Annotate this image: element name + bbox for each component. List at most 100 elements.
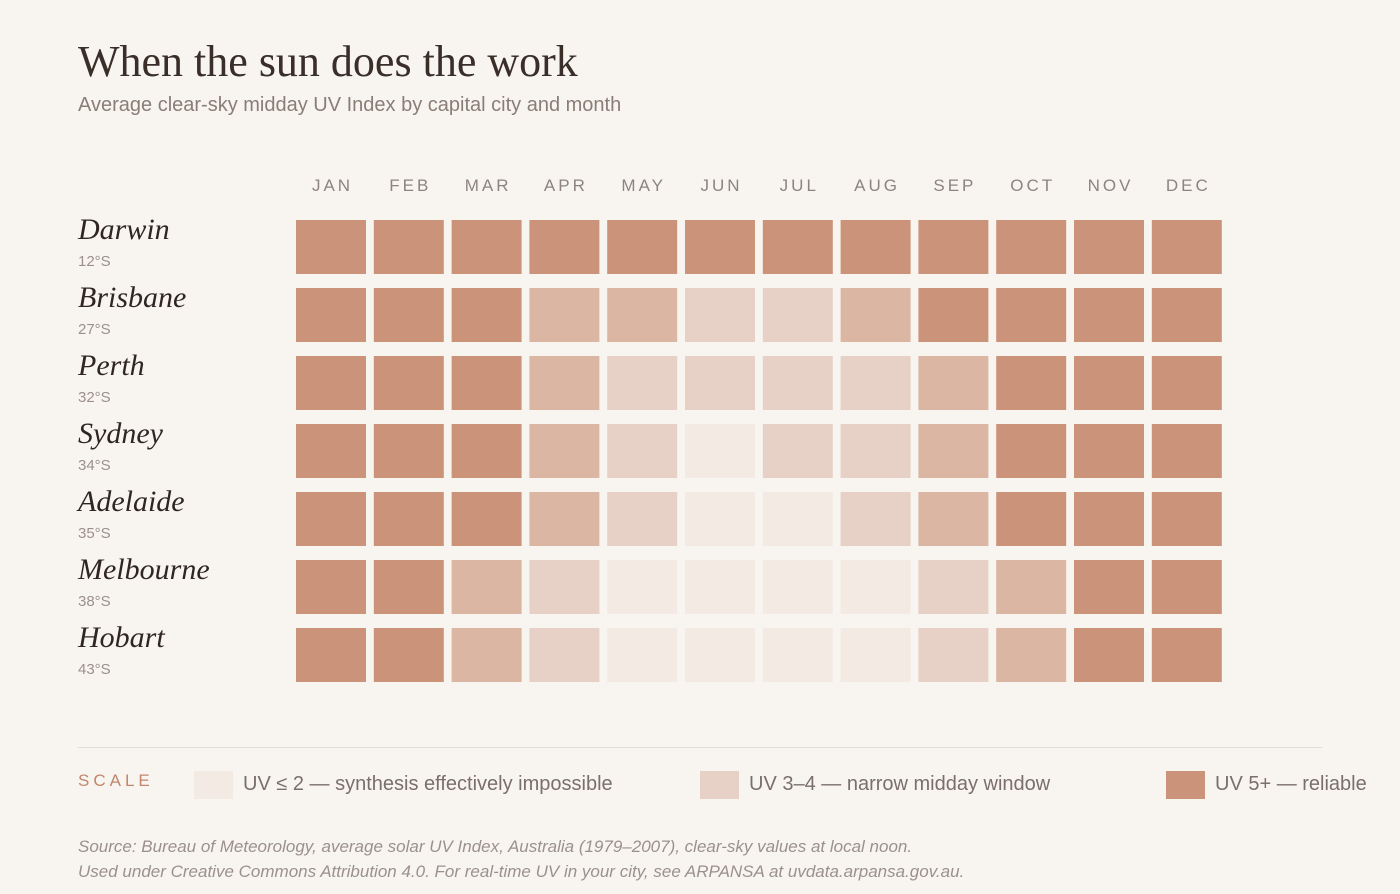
city-name-perth: Perth — [77, 349, 145, 382]
city-latitude-melbourne: 38°S — [78, 593, 111, 610]
city-latitude-adelaide: 35°S — [78, 525, 111, 542]
heatmap-cell-hobart-jul — [762, 628, 833, 682]
heatmap-cell-darwin-aug — [840, 220, 911, 274]
heatmap-cell-adelaide-dec — [1151, 492, 1222, 546]
heatmap-cell-perth-may — [607, 356, 678, 410]
heatmap-cell-perth-dec — [1151, 356, 1222, 410]
heatmap-cell-brisbane-mar — [451, 288, 522, 342]
heatmap-cell-perth-aug — [840, 356, 911, 410]
legend-label-low: UV ≤ 2 — synthesis effectively impossibl… — [243, 773, 613, 795]
heatmap-cell-brisbane-aug — [840, 288, 911, 342]
source-line-2: Used under Creative Commons Attribution … — [78, 862, 965, 881]
heatmap-cell-brisbane-sep — [918, 288, 989, 342]
heatmap-cell-sydney-feb — [373, 424, 444, 478]
heatmap-cell-melbourne-jan — [296, 560, 366, 614]
chart-subtitle: Average clear-sky midday UV Index by cap… — [78, 94, 622, 116]
heatmap-cell-sydney-dec — [1151, 424, 1222, 478]
legend-label-high: UV 5+ — reliable — [1215, 773, 1367, 795]
heatmap-cell-melbourne-dec — [1151, 560, 1222, 614]
month-label-jul: JUL — [780, 176, 819, 195]
month-label-may: MAY — [621, 176, 666, 195]
heatmap-cell-brisbane-jul — [762, 288, 833, 342]
heatmap-cell-darwin-dec — [1151, 220, 1222, 274]
heatmap-cell-sydney-mar — [451, 424, 522, 478]
legend-swatch-mid — [700, 771, 739, 799]
heatmap-cell-melbourne-oct — [996, 560, 1067, 614]
heatmap-cell-perth-jan — [296, 356, 366, 410]
heatmap-cell-brisbane-nov — [1074, 288, 1144, 342]
heatmap-cell-adelaide-mar — [451, 492, 522, 546]
heatmap-cell-sydney-nov — [1074, 424, 1144, 478]
heatmap-cell-darwin-jul — [762, 220, 833, 274]
heatmap-cell-melbourne-nov — [1074, 560, 1144, 614]
heatmap-cell-perth-jun — [685, 356, 755, 410]
uv-heatmap: JAN FEB MAR APR MAY JUN JUL AUG SEP OCT NOV DEC Darw… — [76, 176, 1222, 682]
heatmap-cell-hobart-feb — [373, 628, 444, 682]
month-label-nov: NOV — [1088, 176, 1134, 195]
heatmap-cell-hobart-jan — [296, 628, 366, 682]
heatmap-cell-sydney-jul — [762, 424, 833, 478]
heatmap-cell-adelaide-jun — [685, 492, 755, 546]
heatmap-cell-adelaide-oct — [996, 492, 1067, 546]
city-name-sydney: Sydney — [78, 417, 164, 450]
heatmap-cell-sydney-aug — [840, 424, 911, 478]
heatmap-cell-sydney-oct — [996, 424, 1067, 478]
city-name-darwin: Darwin — [77, 213, 170, 246]
city-name-melbourne: Melbourne — [77, 553, 210, 586]
city-name-adelaide: Adelaide — [76, 485, 185, 518]
heatmap-cell-adelaide-jan — [296, 492, 366, 546]
heatmap-cell-adelaide-apr — [529, 492, 600, 546]
heatmap-cell-brisbane-apr — [529, 288, 600, 342]
heatmap-cell-darwin-jan — [296, 220, 366, 274]
heatmap-cell-darwin-jun — [685, 220, 755, 274]
heatmap-cell-sydney-jun — [685, 424, 755, 478]
city-latitude-sydney: 34°S — [78, 457, 111, 474]
heatmap-cell-perth-oct — [996, 356, 1067, 410]
city-latitude-darwin: 12°S — [78, 253, 111, 270]
month-label-mar: MAR — [465, 176, 512, 195]
heatmap-cell-perth-nov — [1074, 356, 1144, 410]
month-label-sep: SEP — [933, 176, 976, 195]
heatmap-cell-hobart-jun — [685, 628, 755, 682]
legend-divider — [78, 747, 1322, 748]
month-label-oct: OCT — [1010, 176, 1055, 195]
heatmap-cell-melbourne-jun — [685, 560, 755, 614]
heatmap-cell-darwin-nov — [1074, 220, 1144, 274]
city-name-brisbane: Brisbane — [78, 281, 186, 314]
heatmap-cell-melbourne-sep — [918, 560, 989, 614]
heatmap-cell-melbourne-jul — [762, 560, 833, 614]
month-label-apr: APR — [544, 176, 588, 195]
legend-title: SCALE — [78, 771, 154, 790]
heatmap-cell-perth-sep — [918, 356, 989, 410]
heatmap-cell-brisbane-jun — [685, 288, 755, 342]
heatmap-cell-darwin-apr — [529, 220, 600, 274]
heatmap-cell-sydney-apr — [529, 424, 600, 478]
heatmap-cell-darwin-mar — [451, 220, 522, 274]
heatmap-cell-hobart-apr — [529, 628, 600, 682]
heatmap-cell-hobart-mar — [451, 628, 522, 682]
heatmap-cell-adelaide-aug — [840, 492, 911, 546]
heatmap-cell-sydney-sep — [918, 424, 989, 478]
heatmap-cell-adelaide-may — [607, 492, 678, 546]
city-latitude-brisbane: 27°S — [78, 321, 111, 338]
heatmap-cell-hobart-dec — [1151, 628, 1222, 682]
heatmap-cell-adelaide-feb — [373, 492, 444, 546]
heatmap-cell-adelaide-nov — [1074, 492, 1144, 546]
month-label-aug: AUG — [854, 176, 900, 195]
heatmap-cell-hobart-sep — [918, 628, 989, 682]
heatmap-cell-hobart-aug — [840, 628, 911, 682]
heatmap-cell-adelaide-jul — [762, 492, 833, 546]
month-label-dec: DEC — [1166, 176, 1211, 195]
chart-title: When the sun does the work — [78, 37, 578, 86]
heatmap-cell-brisbane-oct — [996, 288, 1067, 342]
heatmap-cell-hobart-may — [607, 628, 678, 682]
heatmap-cell-melbourne-feb — [373, 560, 444, 614]
heatmap-cell-brisbane-dec — [1151, 288, 1222, 342]
heatmap-cell-melbourne-may — [607, 560, 678, 614]
heatmap-cell-perth-apr — [529, 356, 600, 410]
legend-label-mid: UV 3–4 — narrow midday window — [749, 773, 1051, 795]
month-label-jun: JUN — [700, 176, 742, 195]
heatmap-cell-melbourne-aug — [840, 560, 911, 614]
heatmap-cell-melbourne-apr — [529, 560, 600, 614]
source-line-1: Source: Bureau of Meteorology, average s… — [78, 837, 913, 856]
